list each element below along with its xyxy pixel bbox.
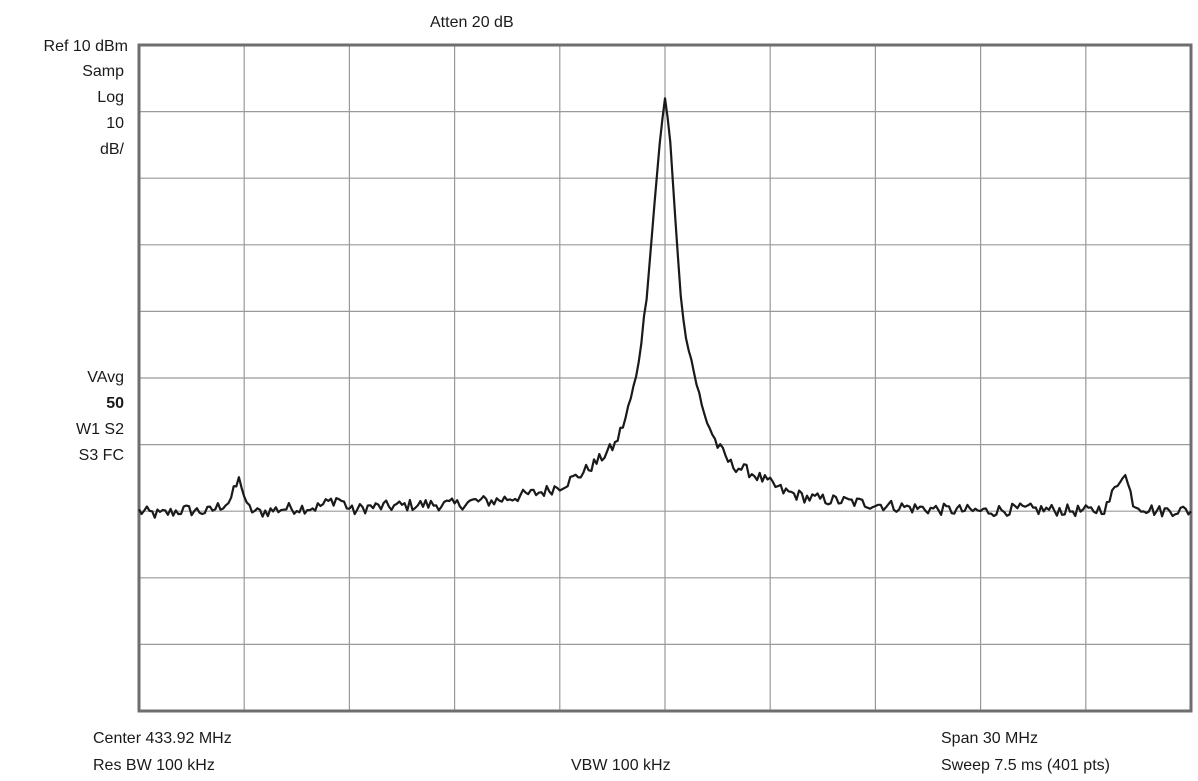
detector-label: Samp (82, 63, 124, 80)
horizontal-grid-lines (139, 110, 1191, 646)
resolution-bandwidth-label: Res BW 100 kHz (93, 757, 215, 774)
video-average-count: 50 (106, 395, 124, 412)
video-average-label: VAvg (87, 369, 124, 386)
sweep-label: Sweep 7.5 ms (401 pts) (941, 757, 1110, 774)
attenuation-label: Atten 20 dB (430, 14, 514, 31)
video-bandwidth-label: VBW 100 kHz (571, 757, 671, 774)
center-frequency-label: Center 433.92 MHz (93, 730, 232, 747)
scale-value-label: 10 (106, 115, 124, 132)
graticule-frame (137, 43, 1193, 713)
scale-unit-label: dB/ (99, 141, 124, 158)
scale-type-label: Log (97, 89, 124, 106)
spectrum-trace (138, 97, 1192, 519)
trace-mode-label-2: S3 FC (78, 447, 124, 464)
reference-level-label: Ref 10 dBm (43, 38, 128, 55)
span-label: Span 30 MHz (941, 730, 1038, 747)
trace-mode-label-1: W1 S2 (75, 421, 124, 438)
